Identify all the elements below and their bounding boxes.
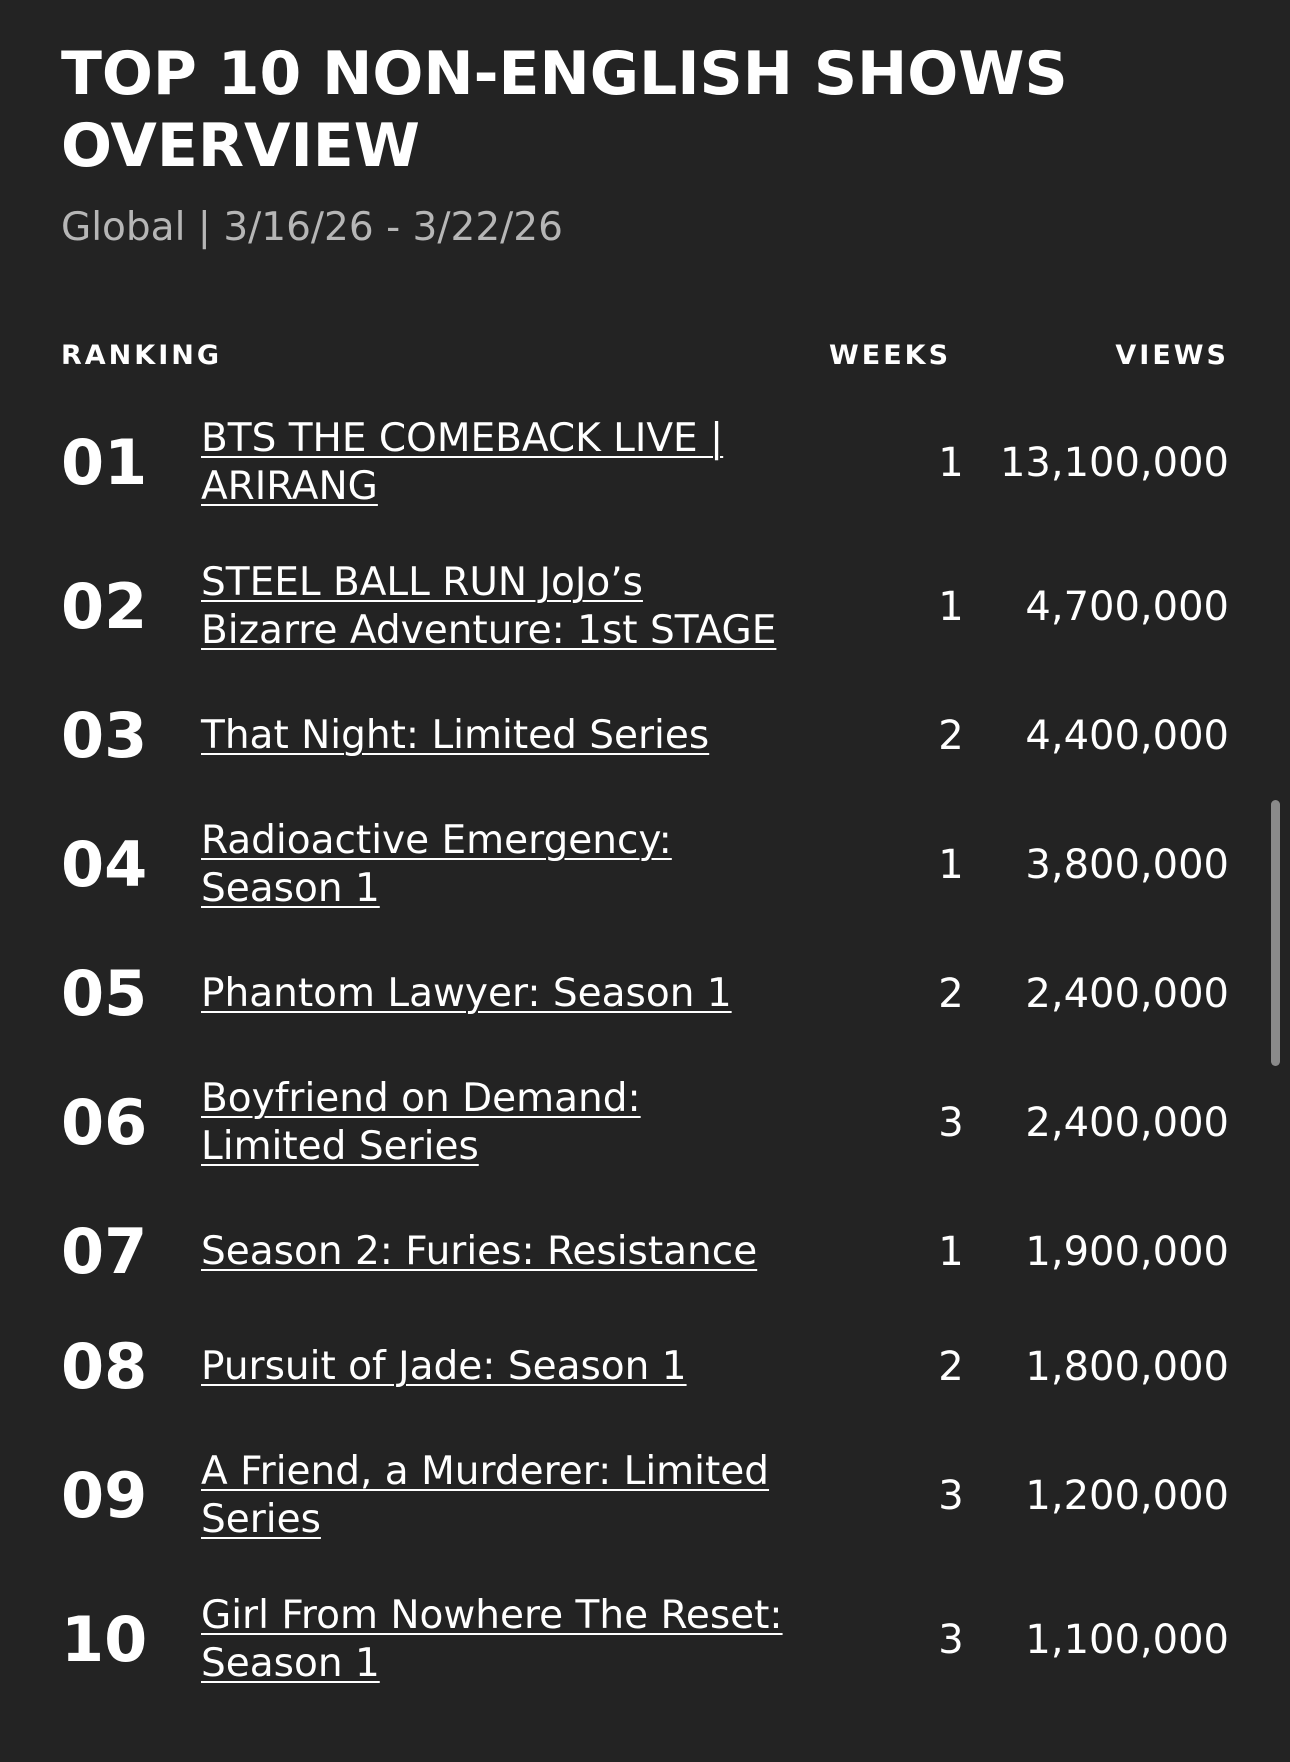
weeks-value: 2 — [938, 1344, 964, 1390]
views-value: 1,200,000 — [1025, 1473, 1229, 1519]
page-header: TOP 10 NON-ENGLISH SHOWS OVERVIEW Global… — [61, 38, 1211, 252]
weeks-value: 1 — [938, 1229, 964, 1275]
views-value: 1,100,000 — [1025, 1617, 1229, 1663]
views-value: 2,400,000 — [1025, 971, 1229, 1017]
views-value: 4,700,000 — [1025, 584, 1229, 630]
scrollbar-thumb[interactable] — [1271, 800, 1280, 1066]
weeks-value: 1 — [938, 584, 964, 630]
show-title-link[interactable]: STEEL BALL RUN JoJo’s Bizarre Adventure:… — [201, 560, 777, 653]
column-header-ranking: RANKING — [61, 340, 223, 371]
weeks-value: 3 — [938, 1473, 964, 1519]
show-title-link[interactable]: That Night: Limited Series — [201, 713, 710, 758]
views-value: 4,400,000 — [1025, 713, 1229, 759]
show-title-link[interactable]: BTS THE COMEBACK LIVE | ARIRANG — [201, 416, 724, 509]
weeks-value: 2 — [938, 713, 964, 759]
column-header-views: VIEWS — [1115, 340, 1229, 371]
show-title-link[interactable]: Girl From Nowhere The Reset: Season 1 — [201, 1593, 783, 1686]
weeks-value: 2 — [938, 971, 964, 1017]
weeks-value: 3 — [938, 1617, 964, 1663]
show-title-link[interactable]: Pursuit of Jade: Season 1 — [201, 1344, 687, 1389]
rank-number: 07 — [61, 1215, 148, 1288]
show-title-link[interactable]: Phantom Lawyer: Season 1 — [201, 971, 732, 1016]
rank-number: 04 — [61, 828, 148, 901]
column-header-weeks: WEEKS — [829, 340, 952, 371]
page-title: TOP 10 NON-ENGLISH SHOWS OVERVIEW — [61, 39, 1068, 181]
weeks-value: 1 — [938, 842, 964, 888]
rank-number: 05 — [61, 957, 148, 1030]
rank-number: 02 — [61, 570, 148, 643]
views-value: 13,100,000 — [999, 440, 1229, 486]
show-title-link[interactable]: Season 2: Furies: Resistance — [201, 1229, 758, 1274]
rank-number: 09 — [61, 1459, 148, 1532]
rank-number: 01 — [61, 426, 148, 499]
views-value: 1,800,000 — [1025, 1344, 1229, 1390]
rank-number: 08 — [61, 1330, 148, 1403]
views-value: 2,400,000 — [1025, 1100, 1229, 1146]
views-value: 1,900,000 — [1025, 1229, 1229, 1275]
views-value: 3,800,000 — [1025, 842, 1229, 888]
weeks-value: 3 — [938, 1100, 964, 1146]
rank-number: 06 — [61, 1086, 148, 1159]
rank-number: 10 — [61, 1603, 148, 1676]
region-date-range: Global | 3/16/26 - 3/22/26 — [61, 205, 563, 250]
weeks-value: 1 — [938, 440, 964, 486]
show-title-link[interactable]: Boyfriend on Demand: Limited Series — [201, 1076, 641, 1169]
rank-number: 03 — [61, 699, 148, 772]
show-title-link[interactable]: A Friend, a Murderer: Limited Series — [201, 1449, 770, 1542]
show-title-link[interactable]: Radioactive Emergency: Season 1 — [201, 818, 672, 911]
